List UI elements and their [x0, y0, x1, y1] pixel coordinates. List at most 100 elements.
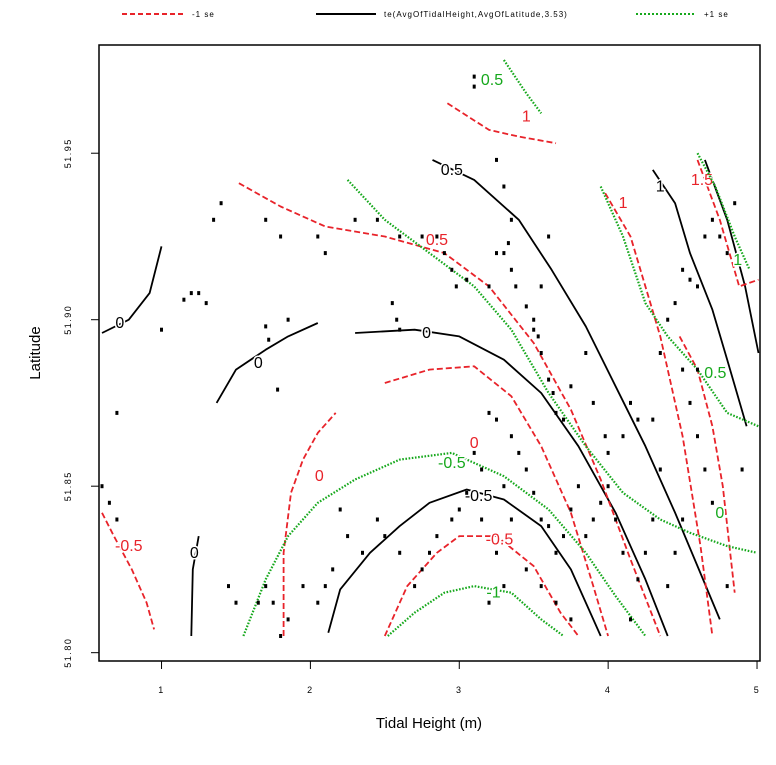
- data-point: [681, 517, 685, 522]
- data-point: [420, 567, 424, 572]
- data-point: [539, 584, 543, 589]
- data-point: [279, 634, 283, 638]
- data-point: [487, 410, 491, 415]
- legend: -1 se te(AvgOfTidalHeight,AvgOfLatitude,…: [122, 10, 729, 19]
- contour-label: 0: [115, 315, 124, 332]
- data-point: [681, 267, 685, 272]
- contour-lines: 0000-0.50.51-0.500-0.50.5111.50.5-0.5-10…: [101, 59, 760, 637]
- data-point: [539, 517, 543, 522]
- contour-label: 0: [470, 435, 479, 452]
- data-point: [234, 600, 238, 605]
- data-point: [666, 317, 670, 322]
- data-point: [465, 490, 469, 495]
- data-point: [495, 417, 498, 422]
- data-point: [733, 201, 737, 206]
- data-point: [524, 304, 528, 309]
- data-point: [614, 517, 618, 522]
- data-point: [264, 324, 268, 329]
- contour-line-green: [502, 59, 543, 114]
- data-point: [316, 600, 320, 605]
- data-point: [681, 367, 685, 372]
- data-point: [435, 234, 439, 239]
- data-point: [509, 434, 513, 439]
- data-point: [487, 284, 491, 289]
- data-point: [740, 467, 744, 472]
- contour-line-red: [446, 102, 557, 145]
- data-point: [450, 267, 454, 272]
- data-point: [517, 450, 521, 455]
- x-tick-label: 4: [605, 685, 612, 695]
- contour-label: -0.5: [115, 538, 143, 555]
- data-point: [115, 517, 119, 522]
- y-axis: 51.80 51.85 51.90 51.95: [63, 138, 99, 668]
- data-point: [316, 234, 320, 239]
- data-point: [524, 567, 528, 572]
- data-point: [502, 484, 506, 489]
- data-point: [227, 584, 230, 589]
- data-point: [189, 291, 193, 296]
- data-point: [390, 301, 394, 306]
- data-point: [569, 384, 573, 389]
- contour-line-green: [242, 451, 647, 637]
- legend-label-plus-se: +1 se: [704, 10, 729, 19]
- data-point: [584, 534, 588, 539]
- data-point: [551, 391, 555, 395]
- contour-label: 0: [422, 325, 431, 342]
- contour-label: -0.5: [465, 488, 493, 505]
- data-point: [480, 517, 484, 522]
- contour-label: -1: [486, 585, 500, 602]
- contour-line-green: [599, 186, 759, 428]
- data-point: [536, 334, 540, 339]
- data-point: [636, 577, 640, 582]
- data-point: [383, 534, 387, 539]
- y-tick-label: 51.95: [63, 138, 73, 168]
- data-point: [673, 550, 677, 555]
- contour-line-black: [704, 159, 760, 354]
- data-point: [576, 484, 580, 489]
- data-point: [331, 567, 335, 572]
- data-point: [219, 201, 223, 206]
- data-point: [554, 550, 558, 555]
- data-point: [480, 467, 484, 472]
- contour-line-red: [238, 182, 662, 637]
- contour-label: 1.5: [691, 172, 713, 189]
- data-point: [286, 617, 290, 622]
- data-point: [395, 317, 399, 322]
- data-point: [495, 550, 498, 555]
- data-point: [487, 600, 491, 605]
- data-point: [658, 467, 662, 472]
- data-point: [502, 184, 506, 189]
- x-tick-label: 1: [158, 685, 165, 695]
- data-point: [495, 157, 498, 162]
- data-point: [375, 217, 379, 222]
- data-point: [276, 387, 280, 392]
- y-axis-title: Latitude: [27, 326, 44, 379]
- contour-label: 0.5: [481, 72, 503, 89]
- data-point: [450, 517, 454, 522]
- contour-label: 1: [619, 195, 628, 212]
- data-point: [301, 584, 305, 589]
- data-point: [286, 317, 290, 322]
- contour-label: 0.5: [426, 232, 448, 249]
- data-point: [629, 617, 632, 622]
- contour-line-black: [355, 328, 669, 637]
- contour-line-red: [604, 192, 714, 637]
- data-point: [509, 217, 513, 222]
- data-point: [666, 584, 670, 589]
- data-point: [197, 291, 201, 296]
- data-point: [323, 584, 327, 589]
- contour-label: 0.5: [441, 162, 463, 179]
- data-point: [465, 277, 469, 282]
- data-point: [554, 600, 558, 605]
- data-point: [603, 434, 607, 439]
- y-tick-label: 51.85: [63, 471, 73, 501]
- contour-label: 0: [254, 355, 263, 372]
- data-point: [591, 517, 595, 522]
- data-point: [539, 284, 543, 289]
- contour-label: -0.5: [486, 531, 514, 548]
- x-axis: 1 2 3 4 5: [158, 661, 759, 695]
- plot-frame: [98, 44, 761, 662]
- data-point: [591, 400, 595, 405]
- data-point: [398, 234, 402, 239]
- contour-line-red: [696, 159, 759, 288]
